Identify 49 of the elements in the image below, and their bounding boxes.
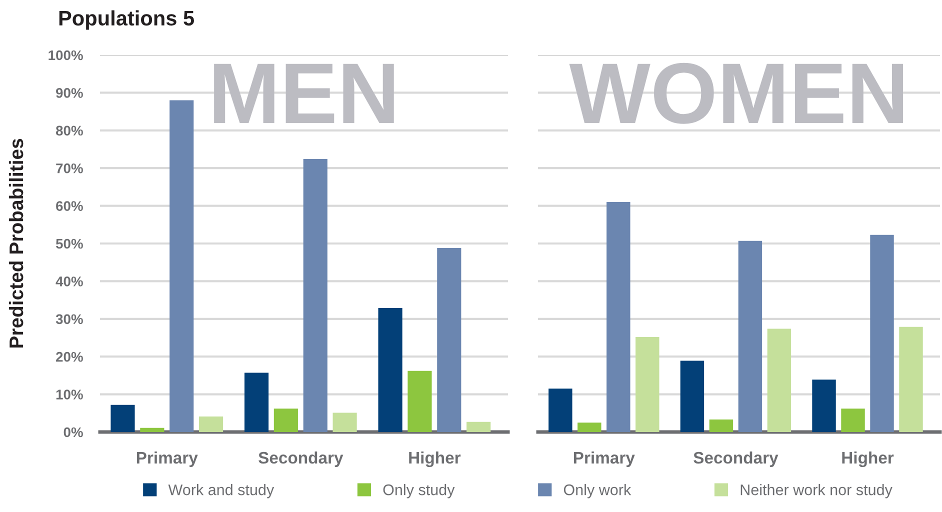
x-tick-label: Primary	[136, 451, 198, 467]
annotation: MEN	[214, 64, 394, 124]
y-tick-label: 30%	[56, 314, 83, 324]
bar	[606, 202, 630, 432]
bar	[812, 380, 836, 432]
bar	[244, 372, 269, 432]
legend-label: Work and study	[168, 484, 274, 498]
y-tick-label: 0%	[64, 427, 83, 438]
y-tick-label: 100%	[48, 50, 83, 60]
bar	[332, 412, 357, 432]
bar	[378, 308, 402, 432]
bar	[548, 388, 572, 432]
y-tick-label: 60%	[56, 201, 83, 211]
bar	[636, 336, 660, 432]
bar	[408, 370, 432, 432]
annotation: WOMEN	[569, 62, 904, 124]
bar	[274, 408, 298, 432]
y-tick-label: 10%	[56, 390, 83, 400]
bar	[899, 326, 923, 432]
bar	[110, 404, 135, 432]
bar	[140, 428, 164, 432]
bar	[578, 422, 602, 432]
bar	[841, 408, 865, 432]
y-tick-label: 50%	[56, 238, 83, 249]
y-tick-label: 40%	[56, 276, 83, 286]
bar	[738, 240, 762, 432]
bar	[767, 328, 792, 432]
bar	[466, 422, 491, 432]
bar	[170, 100, 194, 432]
bar	[870, 234, 894, 432]
x-tick-label: Higher	[842, 451, 894, 468]
x-tick-label: Primary	[574, 451, 635, 467]
bar	[709, 420, 734, 432]
bar	[303, 159, 328, 432]
y-axis-title: Predicted Probabilities	[8, 138, 24, 348]
y-tick-label: 20%	[56, 352, 83, 362]
bar	[437, 248, 462, 432]
bar	[198, 416, 224, 432]
y-tick-label: 80%	[56, 126, 83, 136]
x-tick-label: Secondary	[694, 451, 778, 467]
legend-label: Only work	[564, 484, 632, 498]
legend-label: Neither work nor study	[740, 484, 892, 498]
x-tick-label: Higher	[409, 451, 461, 468]
x-tick-label: Secondary	[258, 451, 344, 467]
bar	[680, 360, 704, 432]
chart-title: Populations 5	[59, 10, 194, 30]
y-tick-label: 90%	[56, 88, 83, 98]
legend-label: Only study	[383, 484, 455, 498]
y-tick-label: 70%	[56, 163, 83, 174]
